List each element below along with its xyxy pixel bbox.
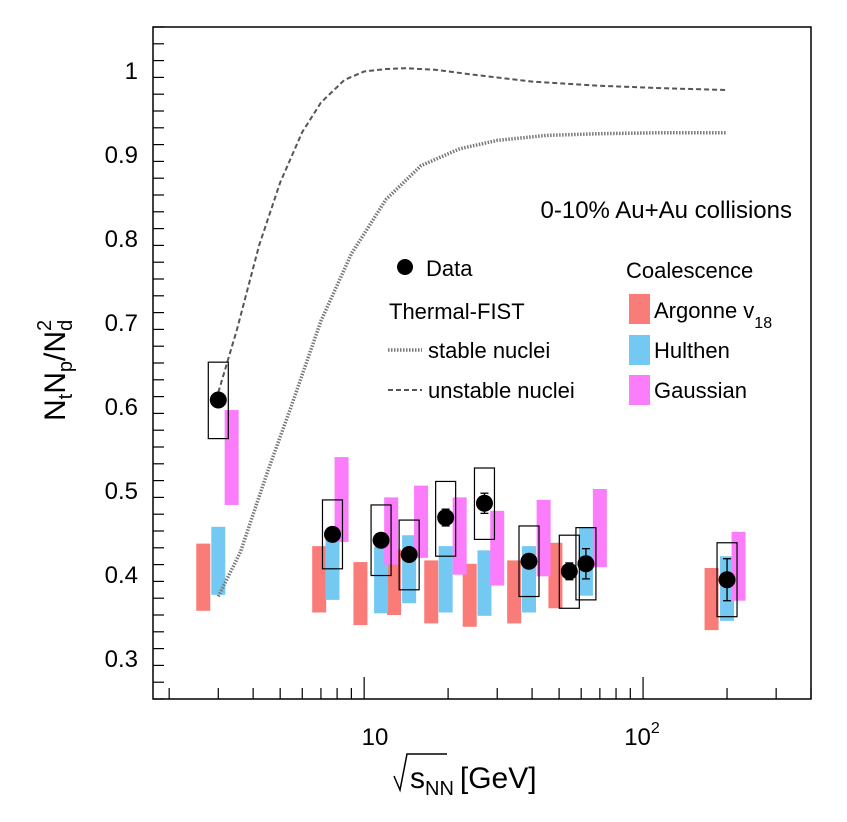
legend-swatch-hulthen [629,335,650,365]
band-hulthen [211,526,226,595]
y-tick-label: 0.8 [105,226,138,253]
x-axis-title: sNN [GeV] [393,753,537,800]
x-tick-label-100-exp: 2 [651,720,660,737]
band-hulthen [477,550,492,616]
data-point [400,546,418,564]
band-argonne [507,560,522,624]
sys-error-box [398,519,420,591]
sqrt-sign [393,753,447,793]
legend-label-hulthen: Hulthen [654,338,730,363]
band-hulthen [325,531,340,600]
data-point [437,509,455,527]
legend-heading-coalescence: Coalescence [626,258,753,283]
band-argonne [424,560,439,624]
data-point [560,562,578,580]
data-point [209,391,227,409]
sys-error-box [370,504,392,577]
legend-label-argonne-text: Argonne v [654,298,754,323]
chart-title: 0-10% Au+Au collisions [541,197,792,224]
band-argonne [312,546,327,613]
y-title-sup-2: 2 [34,320,56,331]
band-argonne [704,567,719,631]
band-hulthen [402,535,417,604]
legend-swatch-argonne [629,294,650,324]
sys-error-box [575,527,597,601]
y-tick-label: 1 [125,58,138,85]
legend-swatch-gaussian [629,375,650,405]
legend-marker-data [397,259,413,275]
y-tick-label: 0.7 [105,310,138,337]
x-tick-label-100: 102 [624,720,660,751]
legend-label-data: Data [426,256,473,281]
x-tick-label-100-base: 10 [624,724,651,751]
band-hulthen [438,546,453,613]
sys-error-box [321,499,344,570]
data-point [577,555,595,573]
y-title-n1: N [39,399,72,421]
y-title-sub-d: d [55,320,77,331]
legend-label-gaussian: Gaussian [654,378,747,403]
y-tick-label: 0.5 [105,478,138,505]
band-gaussian [731,531,746,601]
y-title-n2: N [39,372,72,394]
band-argonne [196,543,211,611]
curve-stable-nuclei [216,131,727,598]
y-tick-label: 0.3 [105,646,138,673]
data-point [718,571,736,589]
sys-error-box [518,525,540,598]
x-tick-label-10: 10 [362,724,389,751]
y-axis-ticks: 0.3 0.4 0.5 0.6 0.7 0.8 0.9 1 [105,26,164,700]
y-title-sub-p: p [55,361,77,372]
data-point [372,531,390,549]
data-point [475,494,493,512]
y-tick-label: 0.6 [105,394,138,421]
band-gaussian [452,497,467,575]
band-gaussian [224,410,239,505]
band-gaussian [490,510,505,586]
coalescence-bands [196,410,746,631]
y-title-sub-t: t [55,393,77,399]
y-tick-label: 0.4 [105,562,138,589]
x-axis-title-sub: NN [425,778,454,800]
y-tick-label: 0.9 [105,142,138,169]
sys-error-box [716,542,738,618]
band-argonne [353,562,368,626]
sys-error-box [558,534,580,609]
data-point [323,525,341,543]
sys-error-box [207,361,229,440]
band-gaussian [536,499,551,577]
legend: Data Thermal-FIST stable nuclei unstable… [388,256,772,405]
x-axis-title-unit: [GeV] [460,762,537,795]
data-point [520,552,538,570]
band-gaussian [414,485,429,558]
sys-error-box [435,480,457,557]
curve-unstable-nuclei [217,67,728,393]
legend-label-stable: stable nuclei [428,338,550,363]
x-axis-title-text: sNN [GeV] [410,762,537,800]
y-title-slash-n: /N [39,331,72,361]
y-axis-title: NtNp/N2d [34,320,77,421]
sys-error-box [473,467,496,541]
x-axis-ticks [168,677,812,699]
legend-label-unstable: unstable nuclei [428,378,575,403]
x-axis-title-base: s [410,762,425,795]
legend-heading-thermal-fist: Thermal-FIST [389,299,525,324]
legend-label-argonne: Argonne v18 [654,298,772,332]
band-argonne [462,563,477,627]
legend-label-argonne-sub: 18 [754,315,772,332]
data-points [207,361,738,618]
thermal-fist-curves [216,67,728,598]
